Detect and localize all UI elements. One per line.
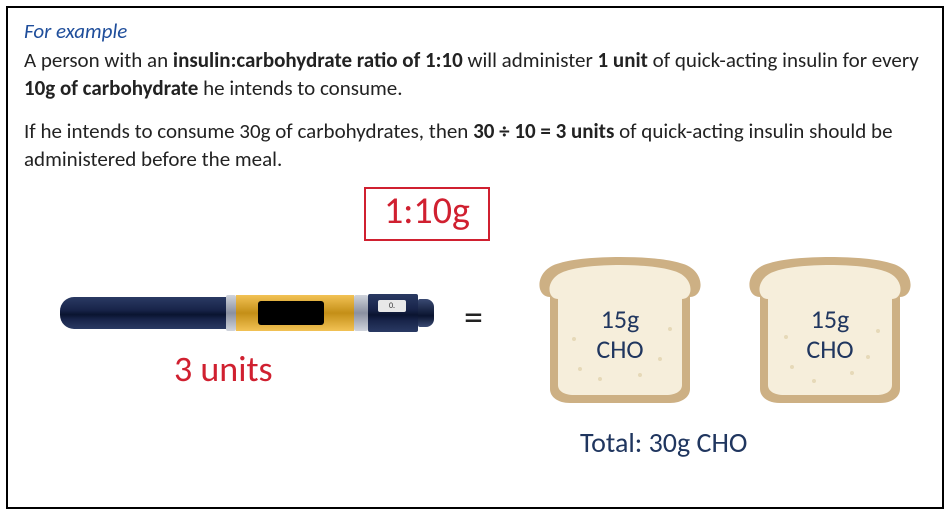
diagram: 1:10g 0. 3 units = 15g [24, 187, 926, 487]
p2-t1: If he intends to consume 30g of carbohyd… [24, 118, 473, 144]
ratio-label: 1:10g [364, 187, 490, 241]
total-label: Total: 30g CHO [580, 425, 747, 460]
bread-2-sub: CHO [806, 333, 853, 365]
bread-1-label: 15g CHO [530, 305, 710, 365]
p2-b1: 30 ÷ 10 = 3 units [473, 118, 614, 144]
bread-2-amount: 15g [811, 303, 850, 335]
bread-slice-1-icon: 15g CHO [530, 249, 710, 409]
example-heading: For example [24, 18, 926, 44]
p1-t4: he intends to consume. [198, 75, 402, 101]
p1-b1: insulin:carbohydrate ratio of 1:10 [173, 47, 463, 73]
p1-t3: of quick-acting insulin for every [648, 47, 919, 73]
bread-1-amount: 15g [601, 303, 640, 335]
paragraph-2: If he intends to consume 30g of carbohyd… [24, 117, 926, 174]
equals-sign: = [464, 295, 483, 341]
bread-1-sub: CHO [596, 333, 643, 365]
p1-t2: will administer [463, 47, 598, 73]
bread-slice-2-icon: 15g CHO [740, 249, 920, 409]
p1-b2: 1 unit [598, 47, 648, 73]
bread-2-label: 15g CHO [740, 305, 920, 365]
insulin-pen-icon: 0. [60, 291, 432, 335]
pen-dial-reading: 0. [378, 300, 406, 312]
paragraph-1: A person with an insulin:carbohydrate ra… [24, 46, 926, 103]
p1-b3: 10g of carbohydrate [24, 75, 198, 101]
example-box: For example A person with an insulin:car… [6, 6, 944, 509]
units-label: 3 units [174, 347, 273, 391]
p1-t1: A person with an [24, 47, 173, 73]
